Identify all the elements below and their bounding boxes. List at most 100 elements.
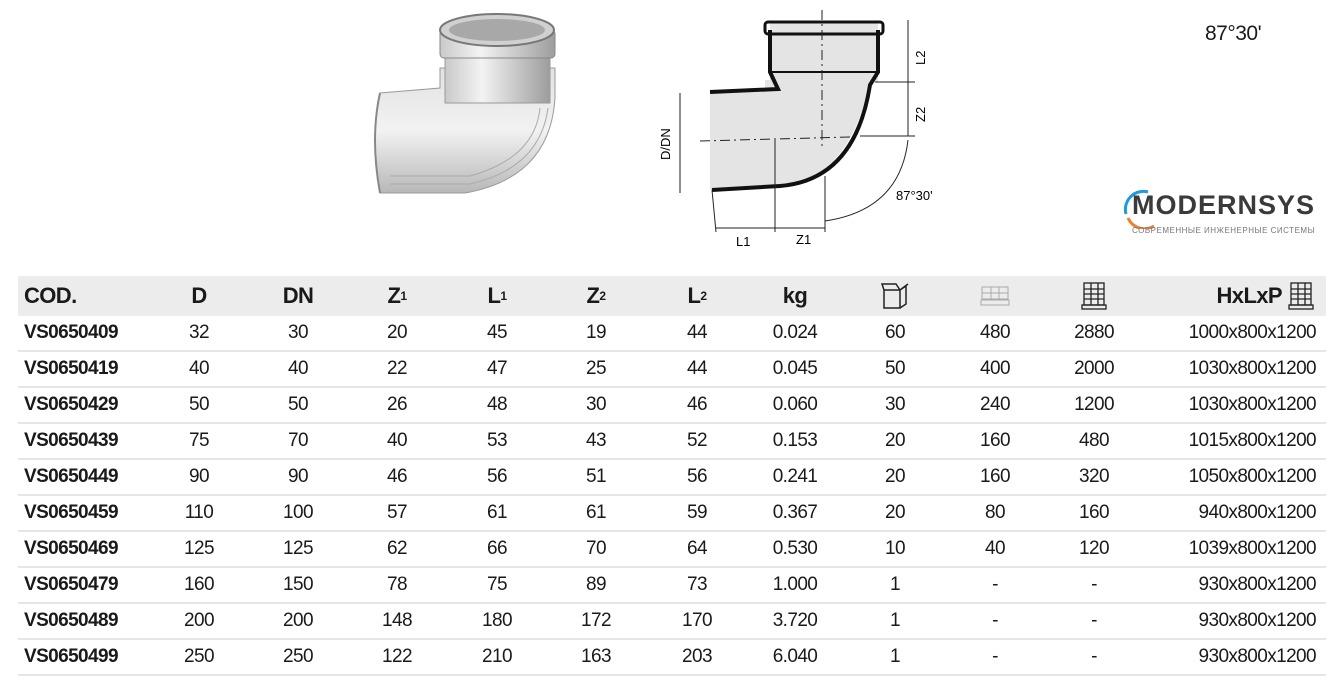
cell-l1: 56 bbox=[487, 466, 508, 487]
cell-code: VS0650459 bbox=[24, 502, 119, 523]
cell-l2: 59 bbox=[687, 502, 708, 523]
angle-label: 87°30' bbox=[1205, 22, 1262, 45]
table-row: VS0650449 90 90 46 56 51 56 0.241 20 160 320 1050x8… bbox=[18, 460, 1326, 496]
cell-d: 250 bbox=[184, 646, 215, 667]
cell-qty-pallet: 480 bbox=[1079, 430, 1110, 451]
table-row: VS0650459 110 100 57 61 61 59 0.367 20 80 160 940x8… bbox=[18, 496, 1326, 532]
cell-d: 110 bbox=[184, 502, 214, 523]
cell-qty-box: 1 bbox=[890, 610, 901, 631]
elbow-fitting-photo bbox=[374, 13, 556, 194]
cell-qty-pallet: 120 bbox=[1079, 538, 1110, 559]
cell-l1: 53 bbox=[487, 430, 508, 451]
cell-kg: 0.060 bbox=[772, 394, 818, 415]
cell-qty-pallet: - bbox=[1091, 646, 1097, 667]
cell-z1: 62 bbox=[387, 538, 408, 559]
cell-l1: 180 bbox=[482, 610, 513, 631]
table-row: VS0650489 200 200 148 180 172 170 3.720 1 - - 930x8… bbox=[18, 604, 1326, 640]
cell-dn: 150 bbox=[283, 574, 314, 595]
cell-code: VS0650489 bbox=[24, 610, 119, 631]
cell-qty-box: 20 bbox=[885, 466, 906, 487]
header-kg: kg bbox=[782, 283, 808, 308]
label-angle: 87°30' bbox=[896, 188, 933, 203]
cell-z2: 51 bbox=[586, 466, 607, 487]
cell-qty-pallet: 2000 bbox=[1074, 358, 1114, 379]
watermark-logo bbox=[1123, 189, 1155, 229]
cell-qty-layer: 480 bbox=[980, 322, 1011, 343]
table-row: VS0650419 40 40 22 47 25 44 0.045 50 400 2000 1030x… bbox=[18, 352, 1326, 388]
cell-z1: 122 bbox=[382, 646, 413, 667]
cell-qty-layer: 40 bbox=[985, 538, 1006, 559]
cell-kg: 6.040 bbox=[772, 646, 818, 667]
cell-qty-layer: 160 bbox=[980, 430, 1011, 451]
cell-qty-pallet: 2880 bbox=[1074, 322, 1114, 343]
cell-pallet-dims: 1015x800x1200 bbox=[1188, 430, 1317, 451]
cell-pallet-dims: 1050x800x1200 bbox=[1188, 466, 1317, 487]
cell-qty-box: 10 bbox=[885, 538, 906, 559]
cell-qty-box: 50 bbox=[885, 358, 906, 379]
pallet-layer-icon bbox=[950, 276, 1040, 316]
technical-drawing: D/DN L2 Z2 L1 Z1 87°30' bbox=[658, 10, 933, 249]
cell-z1: 26 bbox=[387, 394, 408, 415]
cell-dn: 50 bbox=[288, 394, 309, 415]
table-row: VS0650479 160 150 78 75 89 73 1.000 1 - - 930x800x1… bbox=[18, 568, 1326, 604]
cell-qty-pallet: - bbox=[1091, 574, 1097, 595]
table-row: VS0650499 250 250 122 210 163 203 6.040 1 - - 930x8… bbox=[18, 640, 1326, 676]
cell-pallet-dims: 940x800x1200 bbox=[1198, 502, 1317, 523]
cell-code: VS0650429 bbox=[24, 394, 119, 415]
label-z2: Z2 bbox=[913, 107, 928, 122]
cell-kg: 0.045 bbox=[772, 358, 818, 379]
cell-qty-layer: - bbox=[992, 610, 998, 631]
cell-l1: 66 bbox=[487, 538, 508, 559]
cell-dn: 100 bbox=[283, 502, 314, 523]
cell-z2: 30 bbox=[586, 394, 607, 415]
cell-kg: 3.720 bbox=[772, 610, 818, 631]
cell-qty-box: 1 bbox=[890, 574, 901, 595]
cell-l2: 64 bbox=[687, 538, 708, 559]
cell-l1: 48 bbox=[487, 394, 508, 415]
cell-qty-pallet: - bbox=[1091, 610, 1097, 631]
label-z1: Z1 bbox=[796, 232, 811, 247]
cell-qty-layer: 160 bbox=[980, 466, 1011, 487]
cell-kg: 0.530 bbox=[772, 538, 818, 559]
cell-code: VS0650479 bbox=[24, 574, 119, 595]
cell-pallet-dims: 1030x800x1200 bbox=[1188, 394, 1317, 415]
cell-code: VS0650469 bbox=[24, 538, 119, 559]
cell-d: 75 bbox=[189, 430, 210, 451]
cell-code: VS0650409 bbox=[24, 322, 119, 343]
cell-d: 90 bbox=[189, 466, 210, 487]
cell-l1: 47 bbox=[487, 358, 508, 379]
box-icon bbox=[850, 276, 940, 316]
cell-kg: 0.153 bbox=[772, 430, 818, 451]
cell-d: 125 bbox=[184, 538, 215, 559]
cell-qty-layer: - bbox=[992, 574, 998, 595]
cell-l2: 73 bbox=[687, 574, 708, 595]
header-code: COD. bbox=[24, 283, 77, 308]
cell-code: VS0650499 bbox=[24, 646, 119, 667]
header-dn: DN bbox=[282, 283, 314, 308]
cell-kg: 0.024 bbox=[772, 322, 818, 343]
cell-d: 50 bbox=[189, 394, 210, 415]
label-d-dn: D/DN bbox=[658, 128, 673, 160]
cell-pallet-dims: 1039x800x1200 bbox=[1188, 538, 1317, 559]
cell-z2: 19 bbox=[586, 322, 607, 343]
cell-dn: 200 bbox=[283, 610, 314, 631]
table-row: VS0650429 50 50 26 48 30 46 0.060 30 240 1200 1030x… bbox=[18, 388, 1326, 424]
cell-z1: 57 bbox=[387, 502, 408, 523]
cell-qty-layer: - bbox=[992, 646, 998, 667]
label-l2: L2 bbox=[913, 51, 928, 65]
cell-qty-box: 60 bbox=[885, 322, 906, 343]
cell-z1: 20 bbox=[387, 322, 408, 343]
cell-l2: 170 bbox=[682, 610, 713, 631]
cell-pallet-dims: 1000x800x1200 bbox=[1188, 322, 1317, 343]
cell-qty-box: 1 bbox=[890, 646, 901, 667]
cell-code: VS0650419 bbox=[24, 358, 119, 379]
cell-dn: 40 bbox=[288, 358, 309, 379]
cell-l1: 210 bbox=[482, 646, 513, 667]
cell-dn: 70 bbox=[288, 430, 309, 451]
cell-dn: 250 bbox=[283, 646, 314, 667]
cell-z2: 43 bbox=[586, 430, 607, 451]
cell-z1: 40 bbox=[387, 430, 408, 451]
